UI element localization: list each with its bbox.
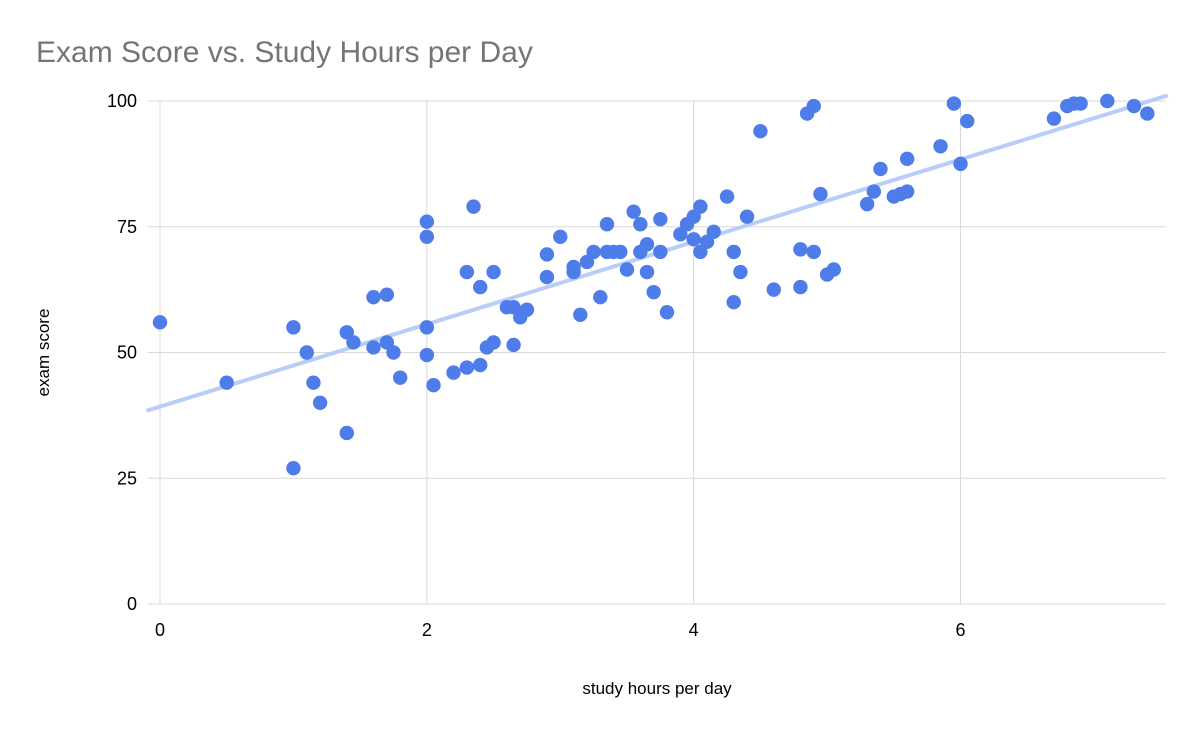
data-point: [899, 184, 915, 199]
data-point: [806, 244, 821, 260]
x-axis-title: study hours per day: [582, 679, 732, 698]
data-point: [686, 232, 701, 247]
data-point: [1100, 93, 1115, 109]
data-point: [386, 345, 401, 360]
data-point: [1140, 106, 1155, 121]
data-point: [593, 289, 608, 305]
data-point: [219, 375, 234, 390]
data-point: [726, 244, 741, 260]
data-point: [286, 460, 301, 476]
data-point: [473, 357, 488, 373]
data-point: [312, 395, 328, 410]
data-point: [306, 375, 321, 390]
data-point: [806, 98, 821, 114]
x-tick-label: 6: [956, 620, 966, 640]
data-point: [426, 377, 441, 393]
x-tick-label: 0: [155, 620, 165, 640]
data-point: [813, 186, 828, 202]
data-point: [653, 212, 668, 227]
data-point: [486, 264, 501, 280]
data-point: [459, 360, 475, 375]
data-point: [366, 289, 381, 305]
chart-title: Exam Score vs. Study Hours per Day: [36, 36, 533, 69]
data-point: [1126, 98, 1142, 114]
data-point: [613, 244, 628, 260]
data-point: [1046, 111, 1062, 126]
y-tick-label: 100: [107, 91, 137, 111]
data-point: [286, 320, 301, 335]
data-point: [519, 302, 535, 317]
data-point: [486, 335, 501, 350]
data-point: [899, 151, 915, 167]
data-point: [366, 340, 381, 355]
data-point: [152, 315, 168, 330]
data-point: [466, 199, 481, 214]
data-point: [766, 282, 781, 297]
data-point: [639, 264, 655, 280]
x-tick-label: 2: [422, 620, 432, 640]
y-tick-label: 0: [127, 594, 137, 614]
data-point: [473, 279, 488, 295]
data-point: [653, 244, 668, 260]
data-point: [446, 365, 461, 380]
x-tick-label: 4: [689, 620, 699, 640]
data-point: [859, 196, 875, 212]
data-point: [739, 209, 755, 224]
data-point: [633, 217, 648, 232]
data-point: [599, 217, 615, 232]
data-point: [793, 242, 808, 257]
data-point: [573, 307, 588, 322]
data-point: [726, 295, 741, 310]
data-point: [866, 184, 882, 199]
data-point: [719, 189, 735, 204]
data-point: [299, 345, 314, 360]
data-point: [419, 347, 435, 363]
data-point: [873, 161, 888, 177]
data-point: [826, 262, 841, 277]
data-point: [639, 237, 655, 252]
y-tick-label: 25: [117, 468, 137, 488]
data-point: [506, 337, 521, 353]
data-point: [706, 224, 721, 239]
data-point: [586, 244, 601, 260]
data-point: [379, 287, 395, 302]
data-point: [1073, 96, 1088, 111]
data-point: [659, 305, 675, 320]
data-point: [419, 320, 435, 335]
data-point: [459, 264, 475, 280]
data-point: [419, 229, 435, 245]
data-point: [626, 204, 641, 219]
y-axis-title: exam score: [34, 309, 53, 397]
data-point: [960, 113, 975, 129]
data-point: [646, 284, 661, 300]
data-point: [566, 264, 581, 280]
data-point: [946, 96, 962, 111]
data-point: [539, 269, 555, 285]
y-tick-label: 50: [117, 343, 137, 363]
data-point: [346, 335, 361, 350]
data-point: [933, 139, 948, 154]
data-point: [793, 279, 808, 295]
data-point: [553, 229, 568, 245]
data-point: [392, 370, 408, 385]
data-point: [339, 425, 354, 441]
data-point: [953, 156, 968, 172]
data-point: [733, 264, 748, 280]
data-point: [753, 123, 768, 139]
data-point: [419, 214, 435, 229]
y-tick-label: 75: [117, 217, 137, 237]
data-point: [619, 262, 635, 277]
data-point: [693, 199, 708, 214]
data-point: [539, 247, 555, 262]
